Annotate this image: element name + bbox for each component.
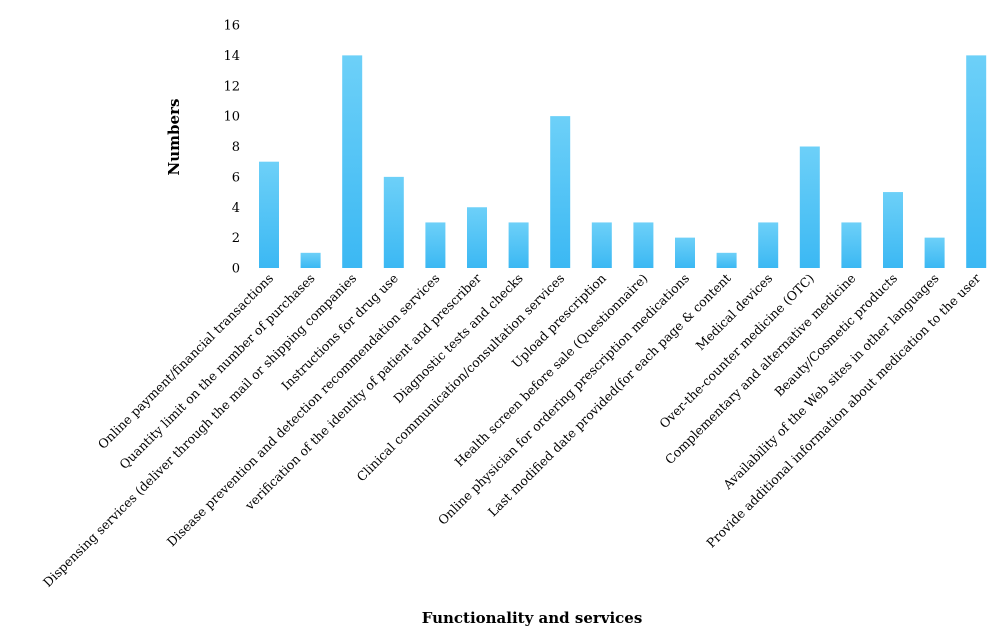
bars-group xyxy=(259,55,987,268)
x-category-label: Online payment/financial transactions xyxy=(95,271,276,452)
bar xyxy=(550,116,571,268)
y-tick-label: 12 xyxy=(223,79,240,94)
bar xyxy=(799,146,820,268)
x-axis-category-labels: Online payment/financial transactionsQua… xyxy=(40,271,983,590)
x-category-label: Disease prevention and detection recomme… xyxy=(164,271,443,550)
y-axis-title: Numbers xyxy=(165,99,183,176)
y-tick-label: 10 xyxy=(223,110,240,125)
y-tick-label: 0 xyxy=(232,262,240,277)
y-axis-ticks: 0 2 4 6 8 10 12 14 16 xyxy=(223,19,240,277)
x-category-label: Health screen before sale (Questionnaire… xyxy=(451,271,650,470)
x-category-label: Dispensing services (deliver through the… xyxy=(40,271,359,590)
bar xyxy=(425,222,446,268)
bar xyxy=(716,252,737,268)
bar xyxy=(924,237,945,268)
bar xyxy=(841,222,862,268)
bar xyxy=(758,222,779,268)
y-tick-label: 4 xyxy=(232,201,240,216)
y-tick-label: 14 xyxy=(223,49,240,64)
bar xyxy=(508,222,529,268)
bar xyxy=(883,192,903,268)
bar xyxy=(675,237,695,268)
x-category-label: Complementary and alternative medicine xyxy=(662,271,859,468)
y-tick-label: 16 xyxy=(223,19,240,34)
x-category-label: Over-the-counter medicine (OTC) xyxy=(656,271,817,432)
bar xyxy=(259,161,279,268)
y-tick-label: 6 xyxy=(232,170,240,185)
x-category-label: Medical devices xyxy=(693,271,776,354)
x-category-label: Quantity limit on the number of purchase… xyxy=(116,271,317,472)
y-tick-label: 2 xyxy=(232,231,240,246)
bar xyxy=(383,176,404,268)
bar xyxy=(633,222,654,268)
bar xyxy=(467,207,487,268)
x-category-label: Provide additional information about med… xyxy=(703,271,983,551)
bar xyxy=(342,55,363,268)
x-axis-title: Functionality and services xyxy=(422,609,643,627)
bar xyxy=(591,222,612,268)
y-tick-label: 8 xyxy=(232,140,240,155)
bar xyxy=(300,252,321,268)
bar xyxy=(966,55,987,268)
